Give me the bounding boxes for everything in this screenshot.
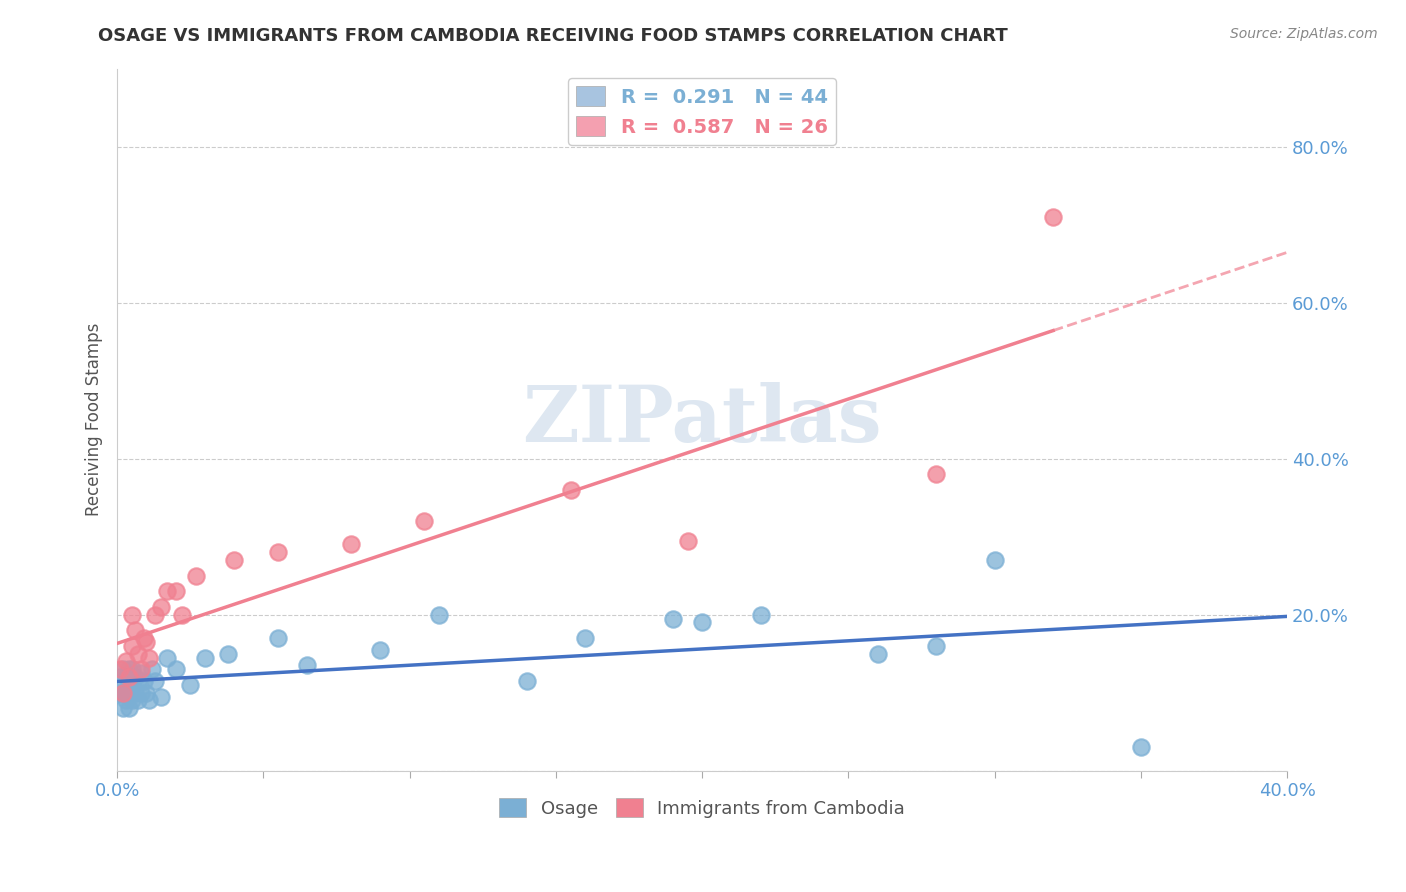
Point [574, 631, 596, 645]
Point [127, 693, 149, 707]
Point [165, 584, 187, 599]
Point [156, 650, 179, 665]
Text: Source: ZipAtlas.com: Source: ZipAtlas.com [1230, 27, 1378, 41]
Point [112, 686, 135, 700]
Y-axis label: Receiving Food Stamps: Receiving Food Stamps [86, 323, 103, 516]
Point [983, 553, 1005, 567]
Point [297, 658, 319, 673]
Point [370, 642, 392, 657]
Point [118, 662, 141, 676]
Point [115, 670, 138, 684]
Point [121, 607, 143, 622]
Point [129, 666, 152, 681]
Point [135, 635, 157, 649]
Point [156, 584, 179, 599]
Point [560, 483, 582, 497]
Point [135, 686, 157, 700]
Point [1042, 210, 1064, 224]
Point [143, 673, 166, 688]
Point [132, 631, 155, 645]
Point [143, 607, 166, 622]
Point [194, 650, 217, 665]
Point [267, 545, 290, 559]
Point [186, 568, 208, 582]
Point [138, 650, 160, 665]
Point [124, 686, 146, 700]
Point [118, 701, 141, 715]
Point [124, 670, 146, 684]
Point [112, 701, 135, 715]
Point [516, 673, 538, 688]
Point [124, 624, 146, 638]
Point [662, 611, 685, 625]
Point [690, 615, 713, 630]
Point [170, 607, 193, 622]
Point [165, 662, 187, 676]
Point [150, 599, 173, 614]
Point [340, 537, 363, 551]
Point [118, 670, 141, 684]
Point [1129, 740, 1152, 755]
Point [108, 670, 131, 684]
Text: OSAGE VS IMMIGRANTS FROM CAMBODIA RECEIVING FOOD STAMPS CORRELATION CHART: OSAGE VS IMMIGRANTS FROM CAMBODIA RECEIV… [98, 27, 1008, 45]
Point [925, 639, 948, 653]
Point [127, 673, 149, 688]
Point [121, 662, 143, 676]
Point [413, 514, 436, 528]
Point [150, 690, 173, 704]
Point [115, 655, 138, 669]
Point [121, 678, 143, 692]
Point [217, 647, 239, 661]
Point [179, 678, 201, 692]
Point [427, 607, 450, 622]
Point [866, 647, 889, 661]
Legend: Osage, Immigrants from Cambodia: Osage, Immigrants from Cambodia [492, 791, 912, 825]
Point [115, 693, 138, 707]
Point [138, 693, 160, 707]
Point [676, 533, 699, 548]
Point [112, 662, 135, 676]
Point [267, 631, 290, 645]
Point [115, 686, 138, 700]
Point [224, 553, 246, 567]
Point [925, 467, 948, 482]
Point [108, 686, 131, 700]
Point [127, 647, 149, 661]
Point [118, 686, 141, 700]
Point [129, 686, 152, 700]
Point [121, 639, 143, 653]
Point [108, 662, 131, 676]
Point [121, 693, 143, 707]
Point [749, 607, 772, 622]
Point [132, 673, 155, 688]
Point [129, 662, 152, 676]
Text: ZIPatlas: ZIPatlas [522, 382, 882, 458]
Point [112, 686, 135, 700]
Point [141, 662, 163, 676]
